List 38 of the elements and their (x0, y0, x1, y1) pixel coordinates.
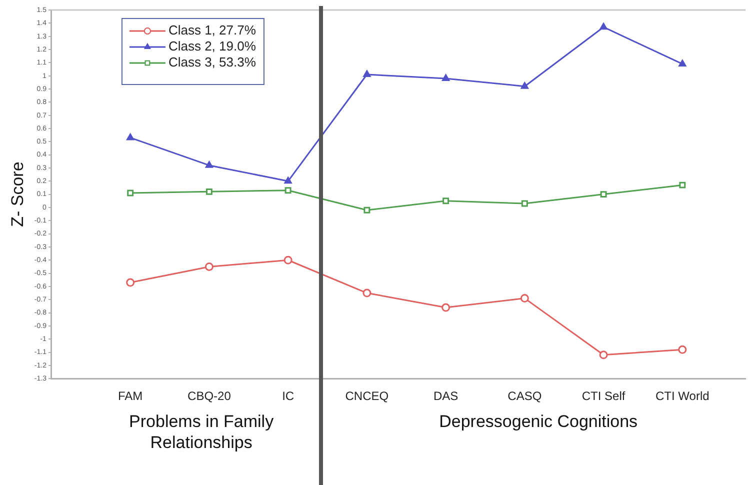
point (284, 256, 292, 264)
point (599, 350, 608, 360)
x-tick-label: CASQ (508, 389, 542, 404)
x-tick-label: CTI Self (582, 389, 626, 404)
legend-label: Class 1, 27.7% (168, 22, 256, 38)
point (127, 190, 134, 196)
point (520, 294, 529, 303)
point (362, 288, 372, 298)
point (364, 206, 370, 214)
x-tick-label: CBQ-20 (188, 389, 232, 404)
point (600, 191, 607, 198)
x-tick-label: IC (282, 389, 294, 404)
point (284, 187, 292, 194)
text: Problems in Family Relationships (128, 410, 275, 453)
text: Depressogenic Cognitions (438, 410, 639, 432)
x-tick-label: DAS (433, 389, 458, 404)
point (204, 262, 214, 271)
point (678, 345, 687, 354)
legend-label: Class 2, 19.0% (168, 38, 256, 54)
point (126, 133, 134, 140)
point (520, 82, 528, 89)
x-tick-label: CTI World (656, 389, 710, 404)
point (284, 176, 292, 184)
legend-label: Class 3, 53.3% (168, 54, 256, 70)
point (363, 70, 371, 78)
point (600, 22, 608, 30)
point (206, 188, 212, 195)
point (442, 198, 450, 204)
point (679, 182, 686, 188)
point (442, 303, 450, 312)
x-tick-label: FAM (118, 389, 143, 404)
x-tick-label: CNCEQ (345, 389, 389, 404)
point (678, 60, 686, 66)
point (126, 278, 135, 287)
point (521, 200, 528, 207)
point (442, 74, 450, 81)
y-axis-title: Z- Score (8, 162, 27, 227)
point (205, 161, 213, 168)
